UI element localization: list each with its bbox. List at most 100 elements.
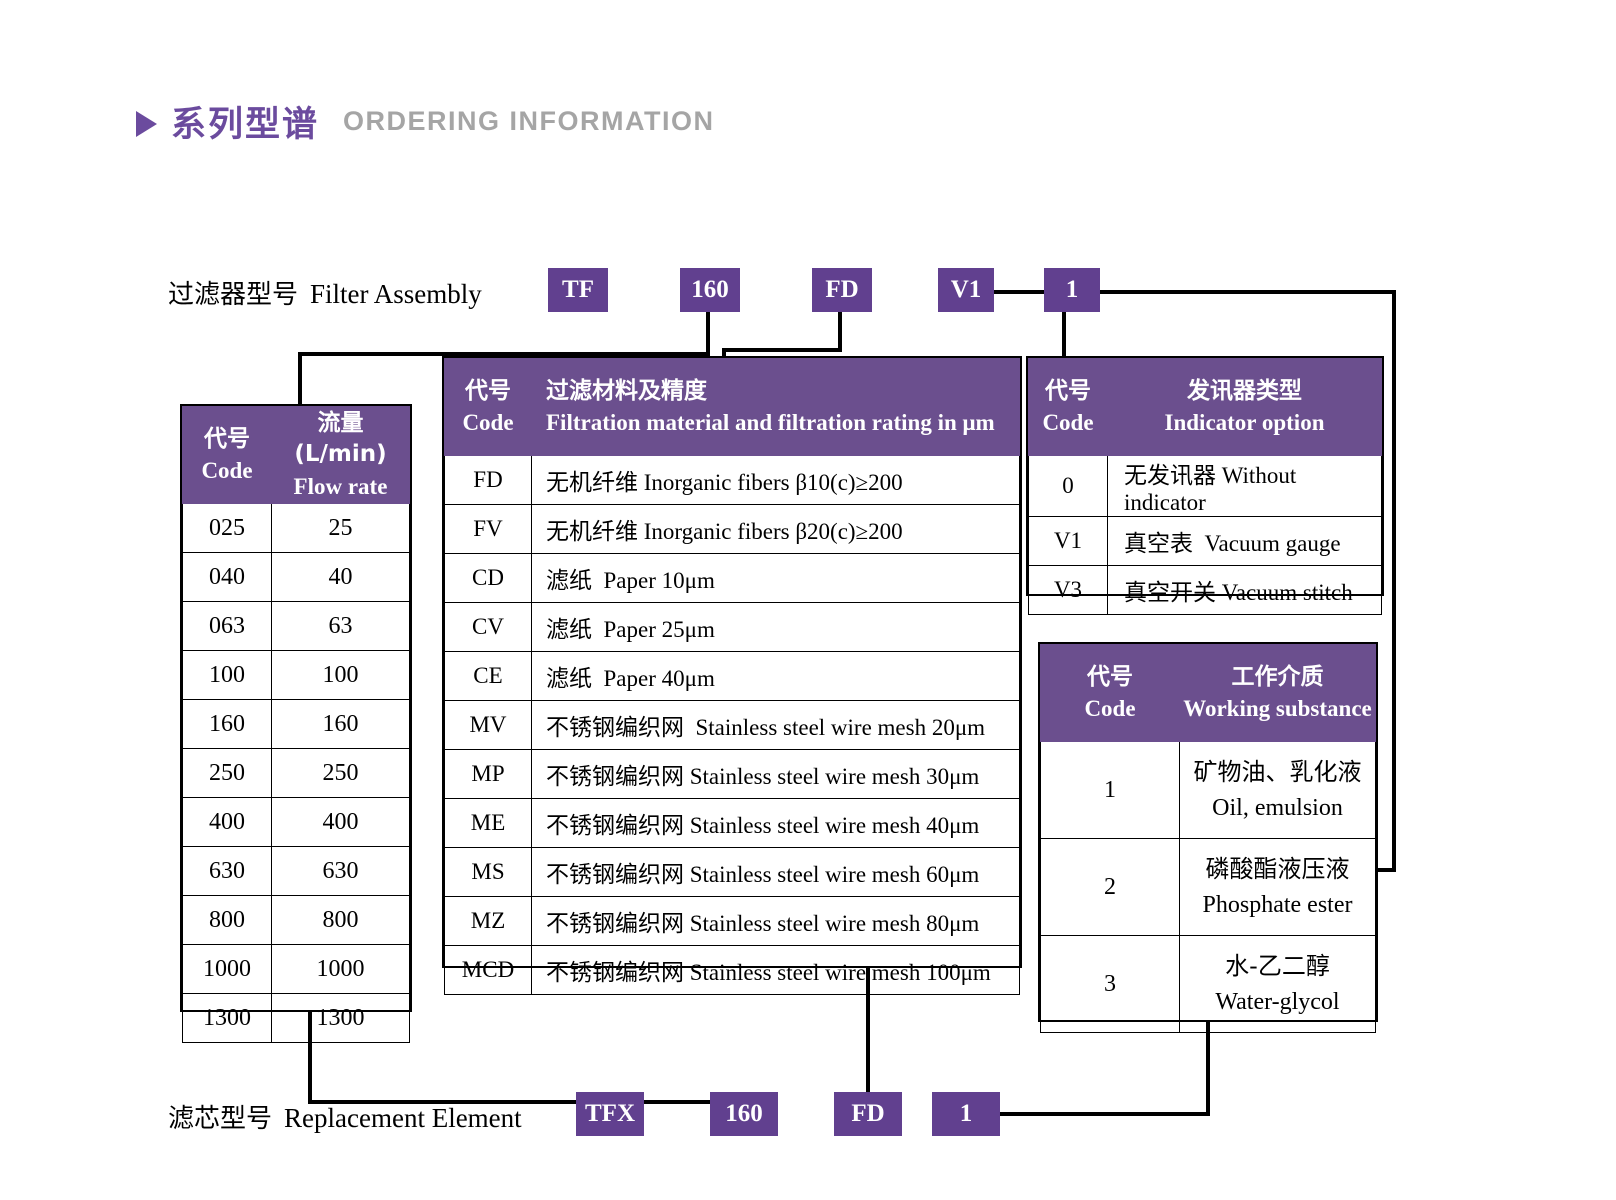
sub-header-code-cn: 代号	[1087, 663, 1133, 690]
connector-v1-horizontal	[994, 290, 1066, 294]
flow-value: 40	[271, 552, 410, 602]
connector-bottom-flow-horizontal	[308, 1100, 758, 1104]
table-row: MS 不锈钢编织网 Stainless steel wire mesh 60μm	[444, 847, 1020, 897]
filt-header-desc-en: Filtration material and filtration ratin…	[546, 410, 995, 435]
table-header-row: 代号 Code 流量(L/min) Flow rate	[182, 406, 410, 504]
play-triangle-icon	[136, 110, 157, 137]
sub-code: 1	[1040, 741, 1180, 839]
ind-desc: 真空表 Vacuum gauge	[1107, 516, 1382, 566]
flow-code: 160	[182, 699, 272, 749]
filt-code: CE	[444, 651, 532, 701]
filt-header-code-cn: 代号	[465, 377, 511, 404]
flow-value: 800	[271, 895, 410, 945]
connector-one-into-substance	[1376, 868, 1396, 872]
table-row: V3 真空开关 Vacuum stitch	[1028, 565, 1382, 615]
flow-header-value-cn: 流量(L/min)	[294, 410, 387, 468]
sub-header-desc-cn: 工作介质	[1231, 663, 1324, 690]
table-row: 400 400	[182, 797, 410, 847]
filt-header-code: 代号 Code	[444, 358, 532, 456]
connector-fd-horizontal	[722, 348, 842, 352]
flow-value: 100	[271, 650, 410, 700]
indicator-option-table: 代号 Code 发讯器类型 Indicator option 0 无发讯器 Wit…	[1026, 356, 1384, 615]
table-row: 800 800	[182, 895, 410, 945]
connector-160-vertical	[706, 312, 710, 356]
element-code-chip-fd[interactable]: FD	[834, 1092, 902, 1136]
flow-code: 800	[182, 895, 272, 945]
filt-desc: 不锈钢编织网 Stainless steel wire mesh 100μm	[531, 945, 1020, 995]
connector-one-vertical	[1392, 290, 1396, 872]
filt-code: MZ	[444, 896, 532, 946]
working-substance-table: 代号 Code 工作介质 Working substance 1 矿物油、乳化液…	[1038, 642, 1378, 1033]
ind-desc: 真空开关 Vacuum stitch	[1107, 565, 1382, 615]
ind-header-code-cn: 代号	[1045, 377, 1091, 404]
ind-header-desc-en: Indicator option	[1164, 410, 1325, 435]
flow-code: 250	[182, 748, 272, 798]
ind-code: V3	[1028, 565, 1108, 615]
table-row: 063 63	[182, 601, 410, 651]
filtration-material-table: 代号 Code 过滤材料及精度 Filtration material and …	[442, 356, 1022, 995]
assembly-code-chip-fd[interactable]: FD	[812, 268, 872, 312]
table-header-row: 代号 Code 发讯器类型 Indicator option	[1028, 358, 1382, 456]
connector-fd-vertical	[838, 312, 842, 352]
flow-header-value-en: Flow rate	[293, 473, 388, 499]
filt-code: MCD	[444, 945, 532, 995]
filt-desc: 滤纸 Paper 25μm	[531, 602, 1020, 652]
flow-value: 400	[271, 797, 410, 847]
replacement-element-label-cn: 滤芯型号	[168, 1104, 273, 1134]
replacement-element-label-en: Replacement Element	[284, 1103, 522, 1133]
element-code-chip-tfx[interactable]: TFX	[576, 1092, 644, 1136]
table-row: 160 160	[182, 699, 410, 749]
filt-code: ME	[444, 798, 532, 848]
table-row: MCD 不锈钢编织网 Stainless steel wire mesh 100μ…	[444, 945, 1020, 995]
sub-desc: 水-乙二醇 Water-glycol	[1179, 935, 1376, 1033]
filt-desc: 不锈钢编织网 Stainless steel wire mesh 30μm	[531, 749, 1020, 799]
page-title-en: ORDERING INFORMATION	[343, 106, 715, 136]
table-row: 025 25	[182, 503, 410, 553]
filt-desc: 无机纤维 Inorganic fibers β10(c)≥200	[531, 455, 1020, 505]
filt-desc: 不锈钢编织网 Stainless steel wire mesh 80μm	[531, 896, 1020, 946]
filt-desc: 不锈钢编织网 Stainless steel wire mesh 40μm	[531, 798, 1020, 848]
filt-code: FD	[444, 455, 532, 505]
table-row: ME 不锈钢编织网 Stainless steel wire mesh 40μm	[444, 798, 1020, 848]
assembly-code-chip-160[interactable]: 160	[680, 268, 740, 312]
table-row: 1 矿物油、乳化液 Oil, emulsion	[1040, 741, 1376, 839]
connector-bottom-fd-vertical	[866, 968, 870, 1096]
filter-assembly-label-en: Filter Assembly	[310, 279, 482, 309]
table-row: 100 100	[182, 650, 410, 700]
table-row: V1 真空表 Vacuum gauge	[1028, 516, 1382, 566]
flow-value: 1300	[271, 993, 410, 1043]
ind-header-desc-cn: 发讯器类型	[1187, 377, 1302, 404]
assembly-code-chip-tf[interactable]: TF	[548, 268, 608, 312]
table-row: 040 40	[182, 552, 410, 602]
flow-header-value: 流量(L/min) Flow rate	[271, 406, 410, 504]
assembly-code-chip-1[interactable]: 1	[1044, 268, 1100, 312]
filt-code: MS	[444, 847, 532, 897]
filt-code: CD	[444, 553, 532, 603]
connector-v1-vertical	[1062, 290, 1066, 356]
filt-header-code-en: Code	[462, 410, 514, 435]
flow-value: 1000	[271, 944, 410, 994]
table-row: 250 250	[182, 748, 410, 798]
flow-header-code-cn: 代号	[204, 425, 250, 452]
ind-header-code: 代号 Code	[1028, 358, 1108, 456]
filt-code: MP	[444, 749, 532, 799]
flow-value: 25	[271, 503, 410, 553]
page-title-cn: 系列型谱	[171, 105, 320, 145]
table-header-row: 代号 Code 工作介质 Working substance	[1040, 644, 1376, 742]
element-code-chip-1[interactable]: 1	[932, 1092, 1000, 1136]
element-code-chip-160[interactable]: 160	[710, 1092, 778, 1136]
table-row: FD 无机纤维 Inorganic fibers β10(c)≥200	[444, 455, 1020, 505]
ind-code: 0	[1028, 455, 1108, 517]
table-row: MZ 不锈钢编织网 Stainless steel wire mesh 80μm	[444, 896, 1020, 946]
assembly-code-chip-v1[interactable]: V1	[938, 268, 994, 312]
flow-value: 63	[271, 601, 410, 651]
filt-desc: 不锈钢编织网 Stainless steel wire mesh 60μm	[531, 847, 1020, 897]
connector-bottom-one-horizontal	[1000, 1112, 1210, 1116]
filt-desc: 无机纤维 Inorganic fibers β20(c)≥200	[531, 504, 1020, 554]
flow-code: 400	[182, 797, 272, 847]
ind-desc: 无发讯器 Without indicator	[1107, 455, 1382, 517]
table-row: 1000 1000	[182, 944, 410, 994]
table-row: MV 不锈钢编织网 Stainless steel wire mesh 20μm	[444, 700, 1020, 750]
table-row: 1300 1300	[182, 993, 410, 1043]
sub-header-desc-en: Working substance	[1183, 696, 1372, 721]
